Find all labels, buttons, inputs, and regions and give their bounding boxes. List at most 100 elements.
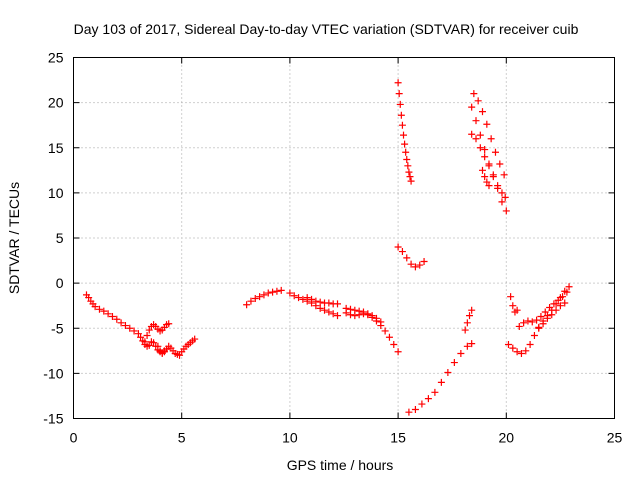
data-point	[535, 324, 543, 332]
data-point	[517, 350, 525, 358]
data-point	[404, 162, 412, 170]
data-point	[346, 305, 354, 313]
data-point	[402, 148, 410, 156]
x-tick-label: 5	[178, 430, 186, 446]
data-point	[401, 140, 409, 148]
data-point	[394, 79, 402, 87]
data-point	[513, 348, 521, 356]
data-point	[411, 263, 419, 271]
data-point	[329, 310, 337, 318]
data-point	[504, 340, 512, 348]
data-point	[502, 207, 510, 215]
y-tick-label: -15	[43, 411, 63, 427]
data-point	[126, 324, 134, 332]
y-axis-label: SDTVAR / TECUs	[6, 182, 22, 294]
data-point	[247, 297, 255, 305]
data-point	[400, 131, 408, 139]
data-point	[431, 388, 439, 396]
data-point	[483, 120, 491, 128]
chart-title: Day 103 of 2017, Sidereal Day-to-day VTE…	[74, 21, 579, 37]
data-point	[165, 320, 173, 328]
data-point	[463, 342, 471, 350]
data-point	[260, 291, 268, 299]
data-point	[264, 289, 272, 297]
data-series-16	[478, 166, 493, 190]
data-point	[269, 288, 277, 296]
data-point	[468, 306, 476, 314]
data-series-17	[507, 293, 521, 316]
data-point	[325, 308, 333, 316]
data-point	[485, 162, 493, 170]
data-point	[550, 300, 558, 308]
data-point	[528, 318, 536, 326]
data-point	[394, 348, 402, 356]
data-series-20	[535, 299, 569, 332]
data-point	[491, 148, 499, 156]
data-point	[450, 359, 458, 367]
data-point	[398, 121, 406, 129]
data-point	[472, 135, 480, 143]
data-point	[463, 319, 471, 327]
data-series-2	[141, 320, 173, 346]
data-point	[537, 313, 545, 321]
data-point	[546, 303, 554, 311]
data-point	[176, 351, 184, 359]
data-point	[524, 317, 532, 325]
data-marks	[82, 79, 573, 416]
data-point	[494, 184, 502, 192]
data-point	[513, 306, 521, 314]
data-point	[472, 117, 480, 125]
data-point	[277, 286, 285, 294]
y-tick-label: 15	[48, 140, 64, 156]
data-series-9	[394, 79, 415, 185]
data-point	[141, 338, 149, 346]
data-point	[355, 307, 363, 315]
data-point	[368, 312, 376, 320]
data-point	[243, 301, 251, 309]
data-point	[515, 322, 523, 330]
data-point	[316, 298, 324, 306]
y-tick-label: 0	[56, 275, 64, 291]
data-point	[407, 260, 415, 268]
data-point	[509, 344, 517, 352]
data-point	[406, 173, 414, 181]
data-point	[507, 293, 515, 301]
data-point	[312, 297, 320, 305]
data-point	[476, 131, 484, 139]
data-point	[145, 326, 153, 334]
data-point	[496, 160, 504, 168]
x-axis-label: GPS time / hours	[287, 457, 394, 473]
data-point	[273, 287, 281, 295]
data-point	[154, 342, 162, 350]
y-tick-label: -10	[43, 365, 63, 381]
data-point	[334, 300, 342, 308]
data-point	[520, 319, 528, 327]
data-series-13	[468, 103, 509, 201]
y-tick-label: 10	[48, 185, 64, 201]
data-point	[321, 306, 329, 314]
data-point	[457, 350, 465, 358]
data-point	[485, 182, 493, 190]
data-point	[530, 331, 538, 339]
data-point	[150, 339, 158, 347]
plot-frame	[73, 57, 615, 419]
data-point	[394, 243, 402, 251]
data-series-11	[405, 340, 476, 416]
data-point	[466, 312, 474, 320]
data-series-19	[515, 288, 571, 330]
data-point	[478, 166, 486, 174]
data-point	[411, 405, 419, 413]
data-point	[364, 310, 372, 318]
data-point	[308, 295, 316, 303]
data-point	[95, 305, 103, 313]
data-point	[403, 155, 411, 163]
data-point	[85, 294, 93, 302]
y-tick-labels: -15 -10 -5 0 5 10 15 20 25	[43, 50, 63, 427]
data-point	[416, 261, 424, 269]
data-point	[487, 135, 495, 143]
data-point	[256, 293, 264, 301]
data-point	[295, 294, 303, 302]
data-series-10	[394, 243, 428, 271]
data-point	[444, 368, 452, 376]
